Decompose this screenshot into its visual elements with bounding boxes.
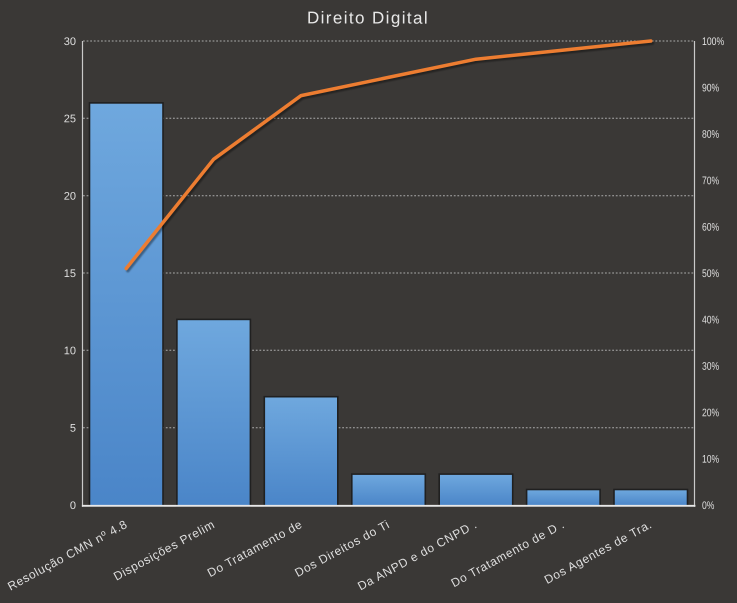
svg-text:40%: 40% [702, 314, 719, 326]
svg-text:80%: 80% [702, 129, 719, 141]
svg-text:Direito Digital: Direito Digital [307, 8, 429, 27]
svg-text:20: 20 [64, 191, 76, 203]
svg-text:100%: 100% [702, 36, 724, 48]
svg-text:90%: 90% [702, 82, 719, 94]
svg-text:70%: 70% [702, 175, 719, 187]
svg-text:10%: 10% [702, 454, 719, 466]
svg-text:0%: 0% [702, 500, 715, 512]
svg-text:30%: 30% [702, 361, 719, 373]
svg-text:25: 25 [64, 113, 76, 125]
svg-text:60%: 60% [702, 222, 719, 234]
svg-text:10: 10 [64, 345, 76, 357]
svg-text:50%: 50% [702, 268, 719, 280]
svg-text:15: 15 [64, 268, 76, 280]
svg-text:20%: 20% [702, 407, 719, 419]
svg-text:0: 0 [70, 500, 76, 512]
svg-text:5: 5 [70, 423, 76, 435]
svg-text:30: 30 [64, 36, 76, 48]
